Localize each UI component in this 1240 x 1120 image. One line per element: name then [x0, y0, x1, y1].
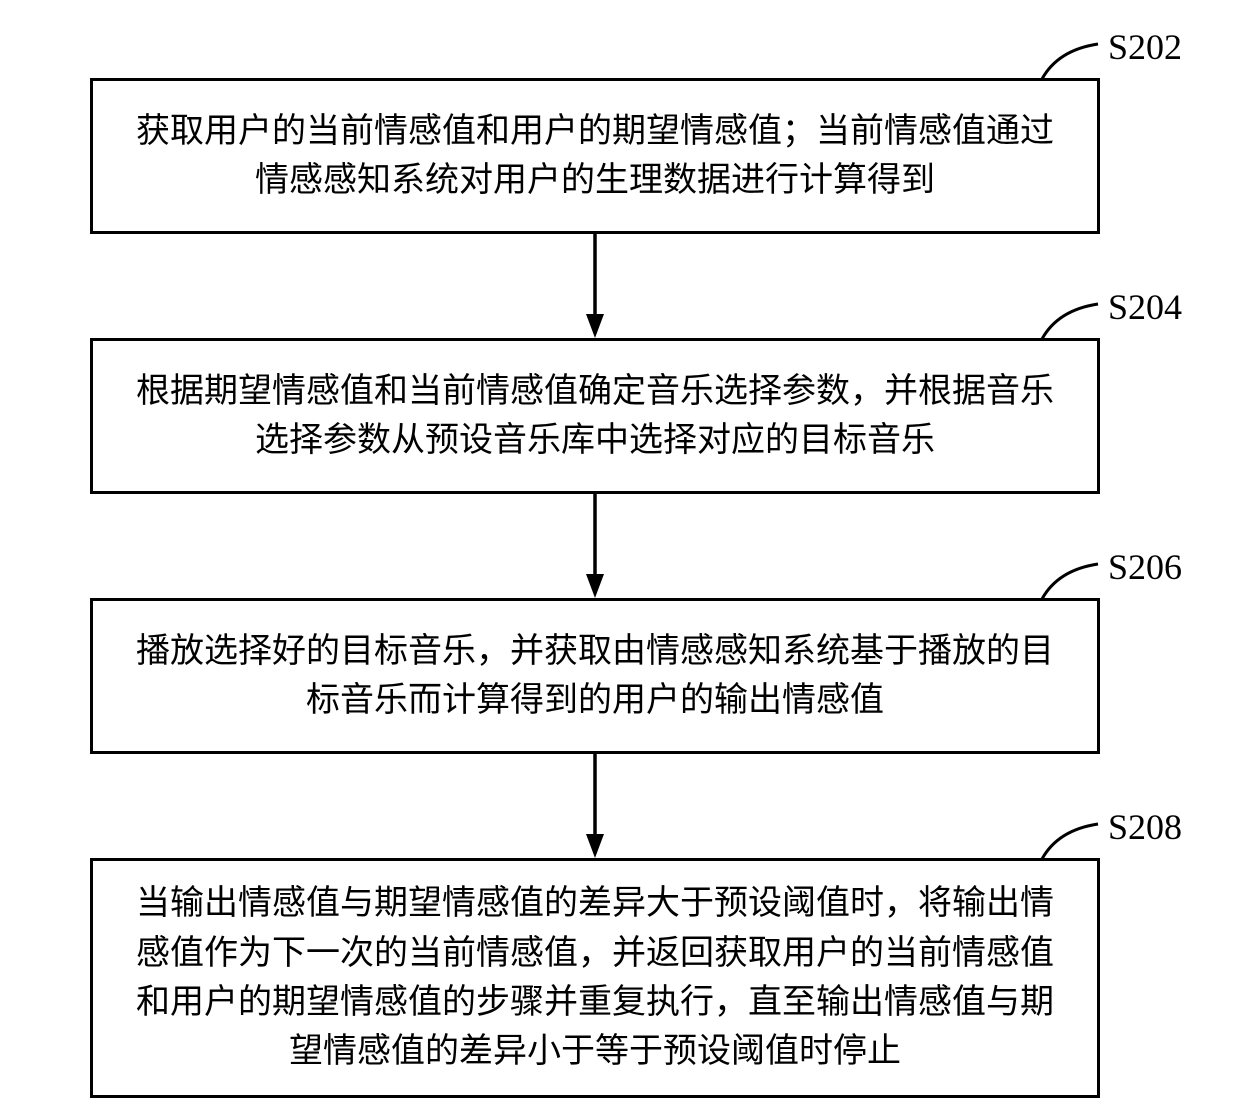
flowchart-arrow	[0, 0, 1240, 1120]
flowchart-container: 获取用户的当前情感值和用户的期望情感值；当前情感值通过情感感知系统对用户的生理数…	[0, 0, 1240, 1120]
